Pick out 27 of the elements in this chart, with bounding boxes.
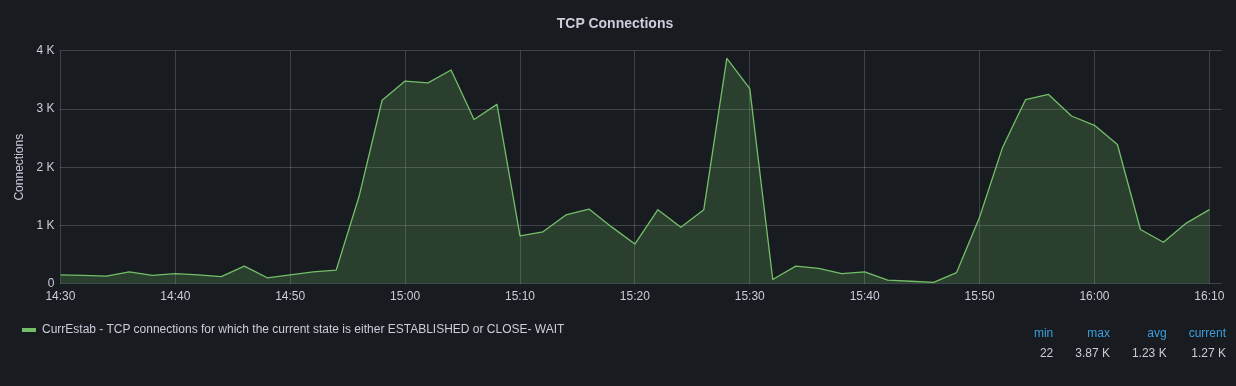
text: min — [1033, 326, 1054, 340]
text: 1.27 K — [1190, 346, 1226, 360]
x-tick-label: 15:40 — [849, 289, 881, 304]
x-tick-label: 14:40 — [160, 289, 191, 304]
y-axis-title: Connections — [11, 133, 26, 201]
x-tick-label: 16:10 — [1194, 289, 1225, 304]
y-tick-label: 4 K — [36, 43, 55, 58]
x-tick-label: 15:50 — [964, 289, 995, 304]
y-tick-label: 0 — [47, 275, 55, 290]
y-tick-label: 1 K — [36, 217, 55, 232]
x-tick-label: 14:30 — [45, 289, 76, 304]
legend-label: CurrEstab - TCP connections for which the current state is either ESTABLISHED or CLOSE- WAIT — [42, 322, 566, 337]
x-tick-label: 15:00 — [390, 289, 421, 304]
y-tick-label: 2 K — [36, 159, 55, 174]
y-tick-label: 3 K — [36, 101, 55, 116]
x-tick-label: 15:10 — [505, 289, 536, 304]
x-tick-label: 16:00 — [1079, 289, 1110, 304]
text: 1.23 K — [1131, 346, 1167, 360]
x-tick-label: 14:50 — [275, 289, 306, 304]
text: 3.87 K — [1075, 346, 1110, 360]
text: avg — [1146, 326, 1167, 340]
x-tick-label: 15:20 — [619, 289, 651, 304]
text: current — [1188, 326, 1226, 340]
chart-title: TCP Connections — [556, 15, 674, 32]
text: max — [1086, 326, 1110, 340]
text: 22 — [1038, 346, 1054, 360]
x-tick-label: 15:30 — [734, 289, 766, 304]
